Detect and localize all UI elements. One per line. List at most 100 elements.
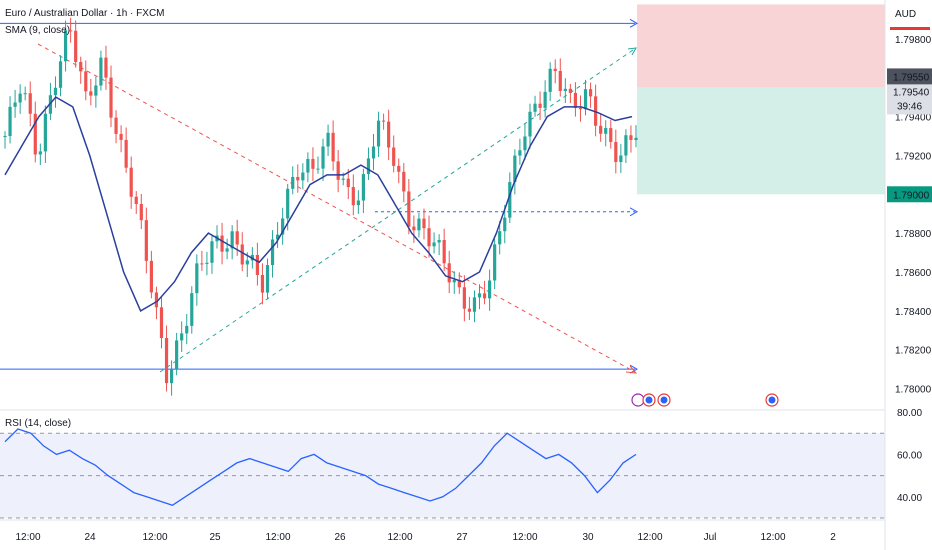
- candle-body: [442, 239, 446, 264]
- candle-body: [437, 239, 441, 243]
- candle-body: [634, 137, 638, 140]
- event-marker-dot: [634, 396, 642, 404]
- candle-body: [548, 68, 552, 92]
- candle-body: [144, 220, 148, 261]
- candle-body: [74, 30, 78, 62]
- price-tick-label: 1.78400: [895, 307, 932, 318]
- candle-body: [18, 93, 22, 103]
- time-tick-label: 12:00: [15, 532, 40, 543]
- candle-body: [281, 218, 285, 235]
- candle-body: [84, 71, 88, 92]
- candle-body: [624, 135, 628, 156]
- candle-body: [235, 231, 239, 245]
- candle-body: [366, 158, 371, 175]
- upper-ray-arrow: [629, 18, 639, 28]
- candle-body: [13, 102, 17, 107]
- current-price-bg: [887, 84, 932, 115]
- candle-body: [291, 176, 295, 189]
- candle-body: [38, 151, 42, 155]
- rsi-path: [4, 428, 637, 507]
- time-tick-label: 30: [582, 532, 594, 543]
- candle-body: [89, 91, 93, 96]
- time-tick-label: 12:00: [760, 532, 785, 543]
- event-markers[interactable]: [631, 393, 779, 407]
- candle-body: [578, 108, 583, 110]
- candle-body: [129, 167, 133, 197]
- rsi-legend[interactable]: RSI (14, close): [5, 418, 72, 429]
- price-axis[interactable]: 1.78000 1.78200 1.78400 1.78600 1.78800 1.792…: [884, 0, 932, 550]
- candle-body: [472, 297, 477, 312]
- candle-body: [114, 117, 118, 134]
- candle-body: [422, 218, 426, 229]
- grid: [0, 409, 932, 521]
- sma-legend[interactable]: SMA (9, close): [5, 25, 71, 36]
- candle-body: [43, 113, 47, 152]
- candle-body: [210, 241, 214, 263]
- candle-body: [619, 155, 623, 163]
- candle-body: [205, 262, 209, 264]
- candle-body: [563, 88, 567, 92]
- candle-body: [306, 158, 310, 173]
- stop-zone: [637, 4, 885, 88]
- rsi-tick-label: 60.00: [897, 450, 922, 461]
- candle-body: [533, 103, 537, 112]
- currency-label: AUD: [895, 9, 916, 20]
- candle-body: [159, 307, 164, 339]
- time-tick-label: Jul: [704, 532, 717, 543]
- candle-body: [58, 61, 63, 88]
- candle-body: [139, 204, 143, 221]
- candle-body: [154, 292, 159, 308]
- candle-body: [583, 89, 588, 110]
- candle-body: [311, 158, 315, 169]
- time-tick-label: 12:00: [387, 532, 412, 543]
- candle-body: [417, 218, 421, 231]
- candle-body: [629, 135, 633, 140]
- rsi-tick-label: 80.00: [897, 408, 922, 419]
- red-diagonal: [37, 43, 636, 373]
- candle-body: [543, 91, 547, 108]
- candle-body: [23, 93, 27, 95]
- position-zones: [637, 4, 885, 195]
- candle-body: [164, 338, 169, 384]
- candle-body: [351, 187, 355, 206]
- candle-body: [260, 274, 265, 293]
- candle-body: [265, 265, 270, 293]
- candle-body: [488, 280, 492, 299]
- candle-body: [462, 287, 466, 309]
- target-zone: [637, 87, 885, 195]
- candle-body: [275, 234, 280, 240]
- event-marker-dot: [645, 396, 653, 404]
- candle-body: [124, 139, 128, 168]
- time-tick-label: 2: [830, 532, 836, 543]
- candle-body: [190, 293, 194, 326]
- candle-body: [180, 333, 184, 341]
- candle-body: [609, 128, 613, 142]
- trend-lines: [0, 18, 639, 374]
- candle-body: [149, 260, 153, 293]
- event-marker-dot: [660, 396, 668, 404]
- candle-body: [286, 188, 290, 219]
- time-axis[interactable]: 12:00 24 12:00 25 12:00 26 12:00 27 12:00 30 12:00…: [15, 532, 836, 543]
- red-diagonal-arrow: [625, 365, 638, 374]
- current-price-tag: 1.79540: [893, 87, 930, 98]
- candle-body: [482, 293, 487, 299]
- time-tick-label: 26: [334, 532, 346, 543]
- candle-body: [94, 85, 98, 96]
- rsi-tick-label: 40.00: [897, 493, 922, 504]
- candle-body: [63, 30, 68, 62]
- candle-body: [407, 191, 411, 227]
- target-price-tag: 1.79000: [893, 190, 930, 201]
- symbol-title[interactable]: Euro / Australian Dollar · 1h · FXCM: [5, 8, 165, 19]
- candle-body: [301, 172, 305, 181]
- candle-body: [53, 87, 58, 96]
- candle-body: [412, 226, 416, 231]
- candle-body: [387, 121, 391, 148]
- candle-body: [99, 57, 103, 86]
- currency-underline: [890, 27, 930, 30]
- candle-body: [331, 132, 335, 162]
- candle-body: [361, 174, 366, 201]
- candle-body: [200, 263, 204, 265]
- candle-body: [477, 293, 482, 298]
- candle-body: [79, 61, 83, 72]
